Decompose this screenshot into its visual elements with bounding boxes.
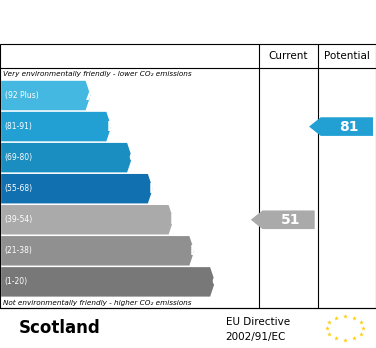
Text: B: B: [107, 120, 118, 134]
Polygon shape: [251, 211, 315, 229]
Text: (55-68): (55-68): [5, 184, 33, 193]
Text: G: G: [211, 275, 222, 289]
Text: EU Directive: EU Directive: [226, 317, 290, 327]
Text: (39-54): (39-54): [5, 215, 33, 224]
Text: (1-20): (1-20): [5, 277, 28, 286]
Text: Very environmentally friendly - lower CO₂ emissions: Very environmentally friendly - lower CO…: [3, 71, 192, 77]
Polygon shape: [1, 112, 111, 141]
Text: Scotland: Scotland: [19, 319, 100, 337]
Text: 81: 81: [340, 120, 359, 134]
Polygon shape: [1, 205, 173, 235]
Text: (92 Plus): (92 Plus): [5, 91, 38, 100]
Text: F: F: [190, 244, 200, 258]
Text: (21-38): (21-38): [5, 246, 32, 255]
Text: (81-91): (81-91): [5, 122, 32, 131]
Polygon shape: [309, 117, 373, 136]
Polygon shape: [1, 267, 215, 296]
Text: Current: Current: [269, 51, 308, 61]
Text: 2002/91/EC: 2002/91/EC: [226, 332, 286, 342]
Text: C: C: [128, 151, 138, 165]
Polygon shape: [1, 81, 91, 110]
Text: 51: 51: [281, 213, 301, 227]
Polygon shape: [1, 236, 194, 266]
Text: Potential: Potential: [324, 51, 370, 61]
Text: Environmental Impact (CO₂) Rating: Environmental Impact (CO₂) Rating: [38, 14, 338, 29]
Text: D: D: [149, 182, 160, 196]
Text: A: A: [86, 88, 97, 103]
Polygon shape: [1, 174, 153, 204]
Text: E: E: [169, 213, 179, 227]
Text: Not environmentally friendly - higher CO₂ emissions: Not environmentally friendly - higher CO…: [3, 300, 191, 306]
Polygon shape: [1, 143, 132, 172]
Text: (69-80): (69-80): [5, 153, 33, 162]
